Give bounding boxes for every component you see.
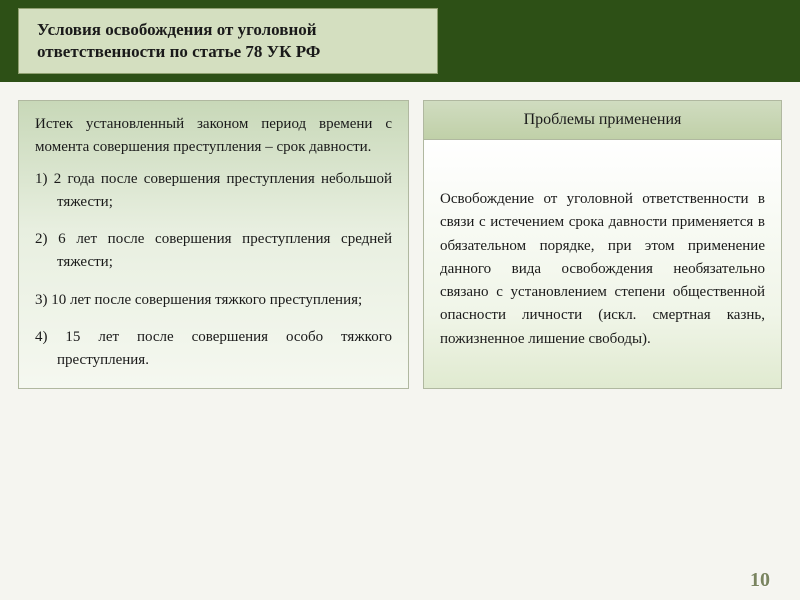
conditions-panel: Истек установленный законом период време… bbox=[18, 100, 409, 389]
title-box: Условия освобождения от уголовной ответс… bbox=[18, 8, 438, 74]
condition-item: 2) 6 лет после совершения преступления с… bbox=[35, 228, 392, 275]
condition-item: 4) 15 лет после совершения особо тяжкого… bbox=[35, 326, 392, 373]
page-number: 10 bbox=[750, 569, 770, 592]
intro-text: Истек установленный законом период време… bbox=[35, 113, 392, 160]
problems-panel: Проблемы применения Освобождение от угол… bbox=[423, 100, 782, 389]
header-bar: Условия освобождения от уголовной ответс… bbox=[0, 0, 800, 82]
title-line-2: ответственности по статье 78 УК РФ bbox=[37, 41, 419, 63]
content-area: Истек установленный законом период време… bbox=[0, 82, 800, 399]
title-line-1: Условия освобождения от уголовной bbox=[37, 19, 419, 41]
condition-item: 3) 10 лет после совершения тяжкого прест… bbox=[35, 289, 392, 312]
condition-item: 1) 2 года после совершения преступления … bbox=[35, 168, 392, 215]
problems-body: Освобождение от уголовной ответственност… bbox=[424, 140, 781, 388]
problems-header: Проблемы применения bbox=[424, 101, 781, 140]
